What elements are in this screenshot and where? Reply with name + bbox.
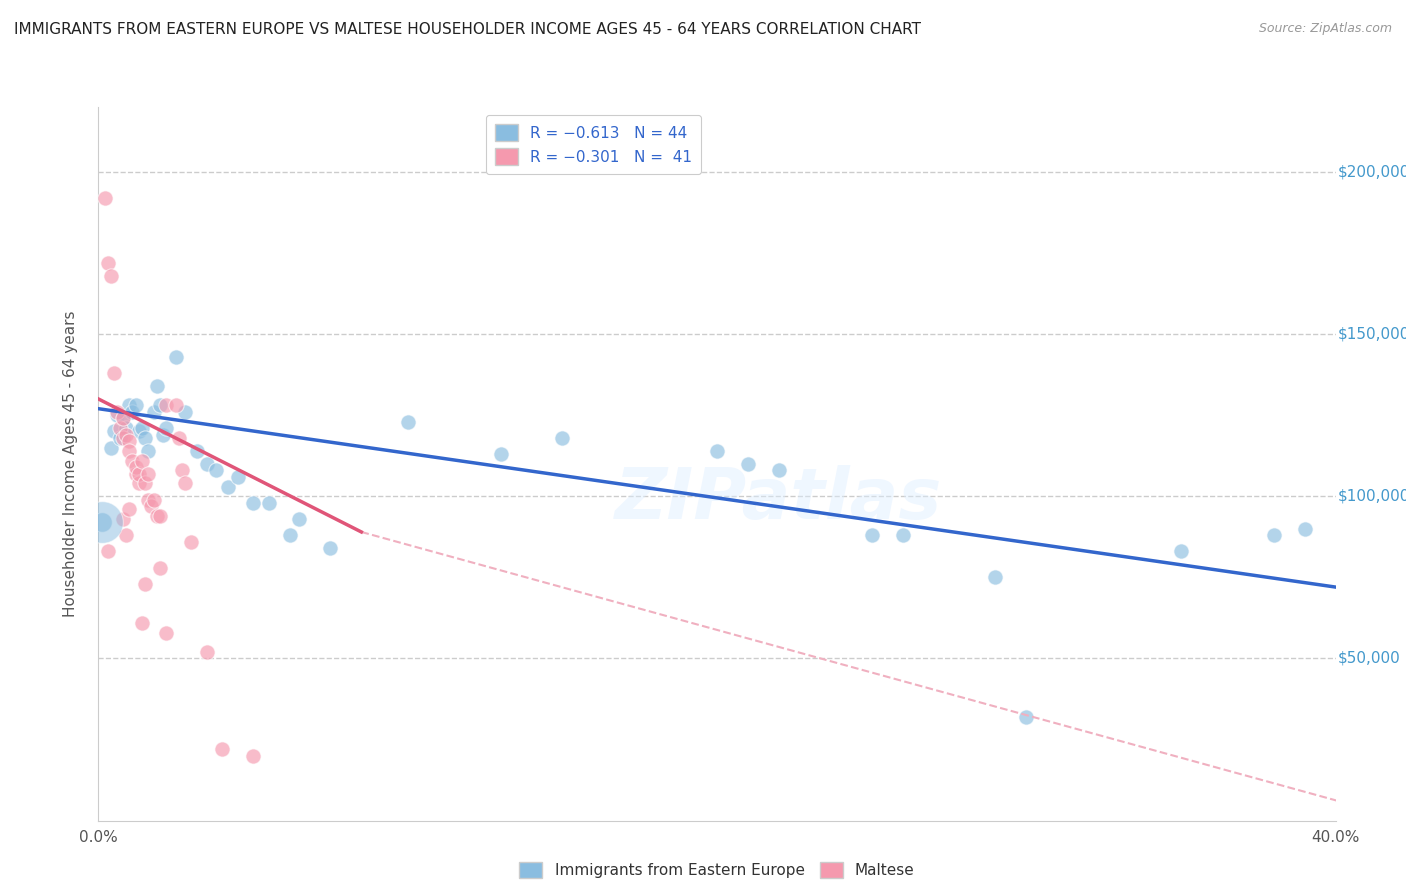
Point [152, 427, 174, 442]
Point [396, 415, 419, 429]
Point [103, 425, 125, 439]
Point [128, 467, 150, 481]
Point [134, 431, 156, 445]
Point [706, 443, 728, 458]
Text: $200,000: $200,000 [1339, 164, 1406, 179]
Point [139, 499, 162, 513]
Point [226, 470, 249, 484]
Point [112, 411, 135, 425]
Point [195, 645, 218, 659]
Point [180, 534, 202, 549]
Point [131, 615, 153, 630]
Point [115, 421, 138, 435]
Point [186, 443, 208, 458]
Point [278, 528, 301, 542]
Point [146, 508, 169, 523]
Point [170, 463, 193, 477]
Point [124, 467, 146, 481]
Point [165, 399, 187, 413]
Point [155, 399, 177, 413]
Text: $50,000: $50,000 [1339, 651, 1400, 666]
Point [134, 476, 156, 491]
Point [97, 544, 120, 558]
Point [124, 460, 146, 475]
Point [103, 366, 125, 380]
Point [217, 479, 239, 493]
Point [155, 625, 177, 640]
Point [112, 411, 135, 425]
Point [551, 431, 574, 445]
Point [737, 457, 759, 471]
Point [108, 431, 131, 445]
Text: ZIPatlas: ZIPatlas [616, 465, 942, 534]
Point [100, 441, 122, 455]
Point [136, 467, 159, 481]
Point [174, 476, 197, 491]
Y-axis label: Householder Income Ages 45 - 64 years: Householder Income Ages 45 - 64 years [63, 310, 77, 617]
Point [1170, 544, 1192, 558]
Point [195, 457, 218, 471]
Point [136, 492, 159, 507]
Point [146, 379, 169, 393]
Point [155, 421, 177, 435]
Point [149, 560, 172, 574]
Text: IMMIGRANTS FROM EASTERN EUROPE VS MALTESE HOUSEHOLDER INCOME AGES 45 - 64 YEARS : IMMIGRANTS FROM EASTERN EUROPE VS MALTES… [14, 22, 921, 37]
Point [242, 496, 264, 510]
Point [143, 492, 166, 507]
Point [128, 425, 150, 439]
Point [167, 431, 190, 445]
Point [115, 427, 138, 442]
Point [118, 434, 141, 449]
Point [768, 463, 790, 477]
Point [93, 191, 115, 205]
Point [489, 447, 512, 461]
Point [174, 405, 197, 419]
Point [100, 268, 122, 283]
Point [131, 453, 153, 467]
Point [105, 405, 128, 419]
Point [891, 528, 914, 542]
Point [118, 443, 141, 458]
Point [149, 508, 172, 523]
Point [128, 476, 150, 491]
Text: $100,000: $100,000 [1339, 489, 1406, 504]
Point [124, 399, 146, 413]
Point [143, 405, 166, 419]
Point [90, 515, 112, 529]
Point [108, 421, 131, 435]
Point [984, 570, 1007, 584]
Point [118, 502, 141, 516]
Point [211, 742, 233, 756]
Point [165, 350, 187, 364]
Point [118, 399, 141, 413]
Point [105, 408, 128, 422]
Point [112, 512, 135, 526]
Point [149, 399, 172, 413]
Point [131, 421, 153, 435]
Point [319, 541, 342, 556]
Text: $150,000: $150,000 [1339, 326, 1406, 342]
Point [90, 515, 112, 529]
Point [288, 512, 311, 526]
Legend: Immigrants from Eastern Europe, Maltese: Immigrants from Eastern Europe, Maltese [513, 856, 921, 884]
Point [97, 256, 120, 270]
Point [1294, 522, 1316, 536]
Text: Source: ZipAtlas.com: Source: ZipAtlas.com [1258, 22, 1392, 36]
Point [134, 577, 156, 591]
Point [860, 528, 883, 542]
Point [1015, 710, 1038, 724]
Point [242, 748, 264, 763]
Point [121, 453, 143, 467]
Point [1263, 528, 1285, 542]
Point [115, 528, 138, 542]
Point [121, 405, 143, 419]
Point [257, 496, 280, 510]
Point [112, 431, 135, 445]
Point [205, 463, 228, 477]
Point [136, 443, 159, 458]
